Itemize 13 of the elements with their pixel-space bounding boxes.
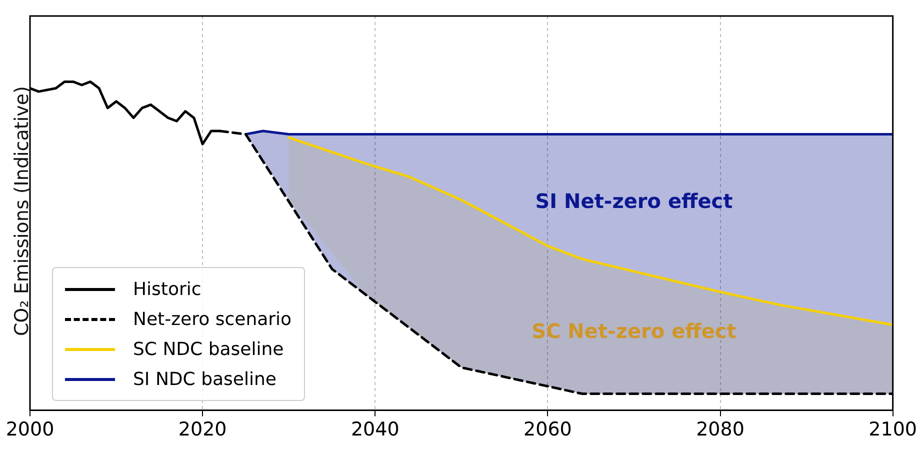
x-tick-label: 2060 [524,418,572,441]
legend-label: SI NDC baseline [133,368,276,390]
annotation: SC Net-zero effect [532,318,737,343]
y-axis-title: CO₂ Emissions (Indicative) [11,85,33,338]
legend-label: SC NDC baseline [133,338,284,360]
x-tick-label: 2100 [868,418,918,441]
legend-label: Historic [133,278,202,300]
x-tick-label: 2080 [696,418,744,441]
x-tick-label: 2000 [6,418,54,441]
annotation: SI Net-zero effect [535,189,734,214]
x-tick-label: 2040 [350,418,400,441]
x-tick-label: 2020 [178,418,227,441]
legend-label: Net-zero scenario [133,308,292,330]
